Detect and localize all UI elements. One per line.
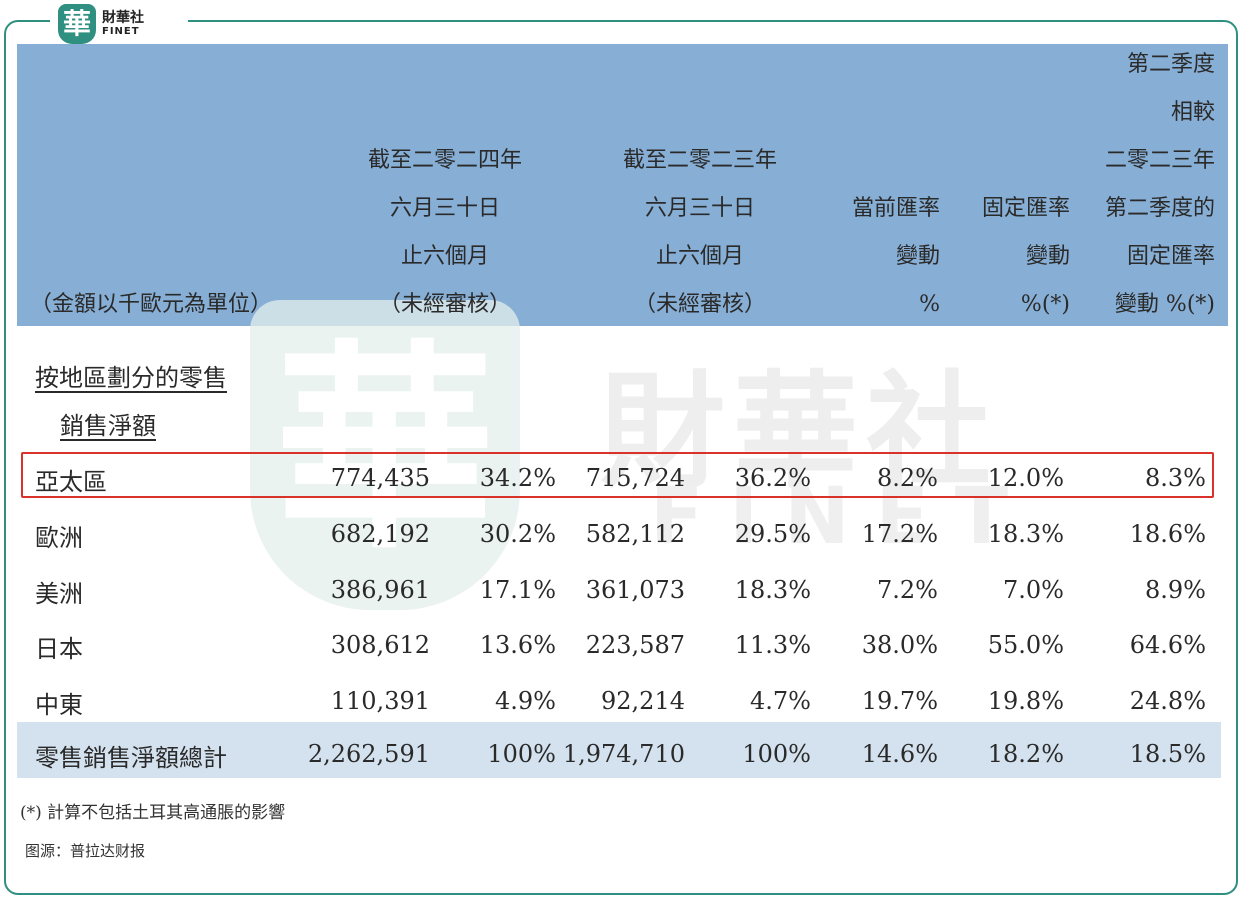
header-col-constant-rate: 固定匯率 變動 %(*)	[981, 196, 1070, 317]
cell-2023-pct: 18.3%	[734, 576, 811, 604]
cell-q2-constant: 8.9%	[1145, 576, 1206, 604]
cell-current-rate: 8.2%	[877, 464, 938, 492]
cell-2024-pct: 13.6%	[479, 631, 556, 659]
cell-constant-rate: 7.0%	[1003, 576, 1064, 604]
cell-2023-pct: 11.3%	[734, 631, 811, 659]
cell-current-rate: 7.2%	[877, 576, 938, 604]
cell-constant-rate: 18.3%	[987, 520, 1064, 548]
header-col-2024: 截至二零二四年 六月三十日 止六個月 （未經審核）	[367, 148, 522, 317]
cell-2023-pct: 36.2%	[734, 464, 811, 492]
cell-2024-value: 110,391	[330, 687, 430, 715]
row-label: 日本	[35, 635, 83, 663]
cell-constant-rate: 12.0%	[987, 464, 1064, 492]
cell-2023-pct: 29.5%	[734, 520, 811, 548]
total-q2-constant: 18.5%	[1129, 740, 1206, 768]
row-label: 中東	[35, 691, 83, 719]
total-current-rate: 14.6%	[861, 740, 938, 768]
cell-2023-value: 92,214	[601, 687, 685, 715]
row-label: 美洲	[35, 580, 83, 608]
cell-constant-rate: 55.0%	[987, 631, 1064, 659]
cell-2023-value: 361,073	[585, 576, 685, 604]
cell-2024-value: 682,192	[330, 520, 430, 548]
total-2023-pct: 100%	[742, 740, 811, 768]
section-title-line1: 按地區劃分的零售	[35, 364, 227, 392]
total-2024-value: 2,262,591	[307, 740, 430, 768]
cell-current-rate: 17.2%	[861, 520, 938, 548]
logo-chinese-text: 財華社	[102, 10, 144, 26]
row-label: 歐洲	[35, 524, 83, 552]
cell-2023-pct: 4.7%	[750, 687, 811, 715]
cell-2024-value: 308,612	[330, 631, 430, 659]
total-constant-rate: 18.2%	[987, 740, 1064, 768]
total-2023-value: 1,974,710	[562, 740, 685, 768]
cell-2024-pct: 4.9%	[495, 687, 556, 715]
cell-2024-pct: 30.2%	[479, 520, 556, 548]
cell-q2-constant: 18.6%	[1129, 520, 1206, 548]
finet-logo: 華 財華社 FINET	[50, 2, 188, 46]
cell-2023-value: 715,724	[585, 464, 685, 492]
cell-current-rate: 19.7%	[861, 687, 938, 715]
cell-2024-value: 386,961	[330, 576, 430, 604]
cell-2024-pct: 34.2%	[479, 464, 556, 492]
cell-q2-constant: 8.3%	[1145, 464, 1206, 492]
header-col-2023: 截至二零二三年 六月三十日 止六個月 （未經審核）	[622, 148, 777, 317]
content-frame	[4, 20, 1238, 895]
footnote: (*) 計算不包括土耳其高通脹的影響	[20, 803, 286, 823]
cell-2023-value: 223,587	[585, 631, 685, 659]
cell-2024-value: 774,435	[330, 464, 430, 492]
cell-current-rate: 38.0%	[861, 631, 938, 659]
cell-constant-rate: 19.8%	[987, 687, 1064, 715]
logo-seal-icon: 華	[58, 4, 96, 44]
total-row-band	[17, 722, 1221, 778]
header-col-q2-constant: 第二季度 相較 二零二三年 第二季度的 固定匯率 變動 %(*)	[1104, 52, 1215, 317]
highlight-box-asia-pacific	[21, 452, 1214, 498]
row-label: 亞太區	[35, 468, 107, 496]
cell-2024-pct: 17.1%	[479, 576, 556, 604]
cell-q2-constant: 24.8%	[1129, 687, 1206, 715]
cell-2023-value: 582,112	[585, 520, 685, 548]
header-unit: （金額以千歐元為單位）	[30, 292, 273, 317]
image-source: 图源：普拉达财报	[25, 842, 146, 860]
table-header-band	[17, 44, 1228, 326]
header-col-current-rate: 當前匯率 變動 %	[851, 196, 940, 317]
logo-english-text: FINET	[102, 26, 140, 37]
section-title-line2: 銷售淨額	[60, 412, 156, 440]
cell-q2-constant: 64.6%	[1129, 631, 1206, 659]
total-2024-pct: 100%	[487, 740, 556, 768]
total-row-label: 零售銷售淨額總計	[35, 744, 227, 772]
